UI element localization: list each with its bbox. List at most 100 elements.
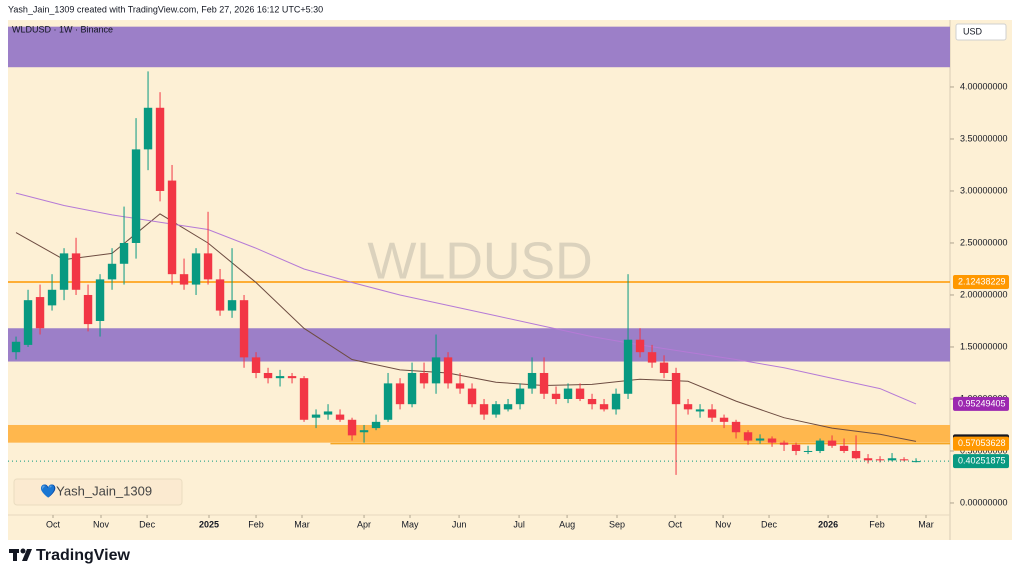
candle-body [887,458,897,461]
candle-body [623,339,633,394]
x-tick-label: 2026 [818,519,838,529]
candle-body [491,404,501,415]
candle-body [611,393,621,410]
candle-body [383,383,393,420]
candle-body [227,300,237,311]
x-tick-label: Aug [559,519,575,529]
price-label: 0.57053628 [958,438,1006,448]
candle-body [863,458,873,461]
x-tick-label: Mar [918,519,934,529]
candle-body [143,107,153,150]
candle-body [335,414,345,420]
candle-body [443,357,453,384]
candle-body [455,383,465,389]
candle-body [347,419,357,436]
chart-title: WLDUSD · 1W · Binance [12,24,113,34]
candle-body [251,357,261,373]
candle-body [755,438,765,441]
currency: USD [963,26,983,36]
x-tick-label: Sep [609,519,625,529]
price-label-box [953,396,1009,411]
price-label: 0.95249405 [958,398,1006,408]
watermark: WLDUSD [367,233,592,291]
candle-body [407,372,417,405]
x-tick-label: Oct [668,519,683,529]
x-tick-label: Jun [452,519,467,529]
candle-body [107,263,117,280]
price-label-box [953,275,1009,290]
x-tick-label: Dec [139,519,156,529]
header: Yash_Jain_1309 created with TradingView.… [8,4,323,14]
price-label: 2.12438229 [958,276,1006,286]
candle-body [635,339,645,353]
y-tick-label: 1.50000000 [960,341,1008,351]
candle-body [191,253,201,285]
price-label-box [953,454,1009,469]
candle-body [131,149,141,243]
x-tick-label: Nov [93,519,110,529]
candle-body [179,274,189,285]
candle-body [539,372,549,394]
candle-body [479,404,489,415]
y-tick-label: 2.00000000 [960,289,1008,299]
candle-body [11,341,21,353]
candle-body [719,417,729,422]
y-tick-label: 2.50000000 [960,237,1008,247]
candle-body [647,352,657,363]
candle-body [575,388,585,399]
y-tick-label: 0.00000000 [960,497,1008,507]
candle-body [23,300,33,345]
candle-body [659,362,669,373]
candle-body [599,404,609,410]
currency-box [955,23,1007,41]
candle-body [515,388,525,405]
candle-body [395,383,405,405]
candle-body [563,388,573,399]
candle-body [731,421,741,433]
chart-background [8,20,1012,540]
x-tick-label: Jul [513,519,525,529]
candle-body [119,242,129,264]
y-tick-label: 3.00000000 [960,185,1008,195]
logo-icon [9,548,32,561]
candle-body [59,253,69,290]
candle-body [287,376,297,379]
candle-body [803,450,813,452]
candle-body [551,393,561,399]
x-tick-label: Feb [248,519,264,529]
candle-body [875,459,885,461]
x-tick-label: Dec [761,519,778,529]
candle-body [95,279,105,321]
price-label: 0.40251875 [958,455,1006,465]
candle-body [767,438,777,443]
candle-body [419,372,429,384]
zone [8,424,950,443]
candle-body [155,107,165,191]
zone [8,328,950,362]
candle-body [371,421,381,429]
candle-body [71,253,81,290]
candle-body [779,442,789,445]
candle-body [671,372,681,405]
candle-body [503,404,513,410]
candle-body [587,398,597,405]
candle-body [707,409,717,418]
candle-body [215,279,225,311]
candle-body [839,445,849,451]
candle-body [467,388,477,405]
x-tick-label: May [401,519,419,529]
candle-body [323,411,333,415]
y-tick-label: 3.50000000 [960,133,1008,143]
candle-body [899,459,909,461]
price-label-box [953,436,1009,451]
x-tick-label: Mar [294,519,310,529]
candle-body [815,440,825,451]
candle-body [431,357,441,384]
candle-body [239,300,249,358]
candle-body [167,180,177,275]
x-tick-label: 2025 [199,519,219,529]
candle-body [35,297,45,329]
candle-body [827,440,837,446]
zone [8,26,950,68]
